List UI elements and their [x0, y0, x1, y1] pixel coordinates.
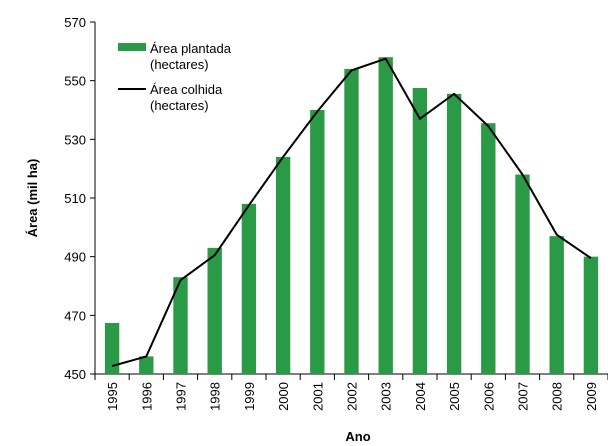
bar	[344, 68, 359, 374]
bar	[139, 356, 154, 374]
bar	[207, 247, 222, 374]
x-tick-label: 1997	[174, 382, 189, 411]
x-tick-label: 2002	[345, 382, 360, 411]
bar	[446, 93, 462, 374]
y-tick-label: 530	[64, 132, 86, 147]
bar	[515, 174, 530, 374]
bar	[275, 156, 291, 374]
bar	[173, 277, 188, 374]
x-tick-label: 2001	[310, 382, 325, 411]
x-tick-label: 2000	[276, 382, 291, 411]
x-tick-label: 1996	[139, 382, 154, 411]
x-tick-label: 2004	[413, 382, 428, 411]
y-tick-label: 450	[64, 367, 86, 382]
bar	[549, 236, 564, 374]
line	[111, 57, 592, 368]
bar	[378, 57, 393, 374]
x-tick-label: 2007	[516, 382, 531, 411]
x-tick-label: 1995	[105, 382, 120, 411]
x-axis-title: Ano	[345, 429, 370, 444]
x-tick-label: 1999	[242, 382, 257, 411]
x-tick-label: 1998	[208, 382, 223, 411]
bar	[481, 123, 496, 374]
bar	[412, 88, 428, 374]
y-tick-label: 510	[64, 191, 86, 206]
x-tick-label: 2006	[481, 382, 496, 411]
bar	[583, 256, 599, 374]
x-tick-label: 2005	[447, 382, 462, 411]
legend-label: Área colhida (hectares)	[150, 82, 223, 113]
x-tick-label: 2003	[379, 382, 394, 411]
y-axis-title: Área (mil ha)	[25, 159, 40, 238]
y-tick-label: 570	[64, 15, 86, 30]
legend-swatch	[118, 43, 146, 51]
bar	[104, 322, 120, 374]
y-tick-label: 470	[64, 308, 86, 323]
x-tick-label: 2009	[584, 382, 599, 411]
bar	[241, 203, 257, 374]
y-tick-label: 550	[64, 74, 86, 89]
bar	[310, 110, 325, 374]
y-tick-label: 490	[64, 250, 86, 265]
legend-label: Área plantada (hectares)	[150, 41, 232, 72]
x-tick-label: 2008	[550, 382, 565, 411]
